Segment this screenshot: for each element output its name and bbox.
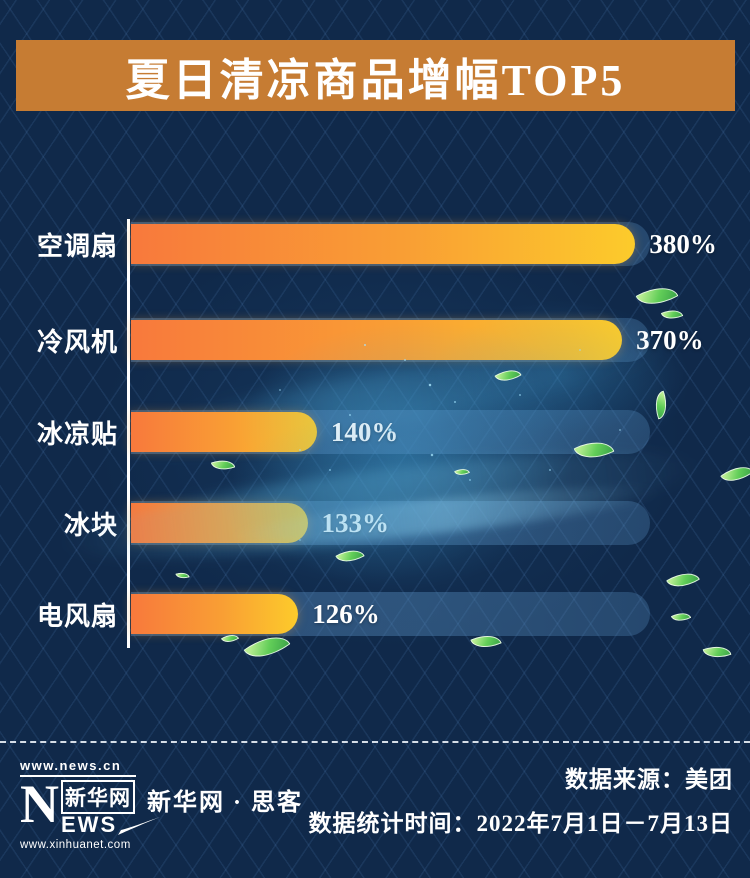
category-label: 电风扇 bbox=[36, 601, 118, 631]
value-label: 133% bbox=[321, 507, 390, 538]
bar-fill bbox=[131, 224, 636, 264]
bar-row: 冷风机 370% bbox=[0, 318, 750, 362]
value-label: 370% bbox=[636, 324, 704, 355]
value-label: 126% bbox=[312, 598, 380, 629]
title-banner: 夏日清凉商品增幅TOP5 bbox=[16, 40, 735, 111]
bar-fill bbox=[131, 503, 308, 543]
logo-cn-name: 新华网 bbox=[61, 780, 135, 814]
category-label: 空调扇 bbox=[36, 231, 118, 261]
bar-fill bbox=[131, 412, 317, 452]
xinhuanet-logo: www.news.cn N 新华网 EWS www.xinhuanet.com bbox=[20, 758, 161, 851]
logo-mark: N 新华网 EWS bbox=[20, 774, 161, 837]
value-label: 140% bbox=[330, 416, 399, 447]
bar-track: 133% bbox=[131, 501, 650, 545]
chart-title: 夏日清凉商品增幅TOP5 bbox=[125, 55, 626, 105]
bar-row: 冰凉贴 140% bbox=[0, 410, 750, 454]
logo-swoosh-icon bbox=[118, 817, 161, 835]
bar-fill bbox=[131, 594, 299, 634]
source-block: 数据来源：美团 数据统计时间：2022年7月1日－7月13日 bbox=[309, 760, 734, 838]
bar-row: 空调扇 380% bbox=[0, 222, 750, 266]
bar-track: 140% bbox=[131, 410, 650, 454]
bar-fill bbox=[131, 320, 623, 360]
logo-url-bottom: www.xinhuanet.com bbox=[20, 839, 131, 851]
value-label: 380% bbox=[649, 228, 717, 259]
bar-row: 电风扇 126% bbox=[0, 592, 750, 636]
logo-ews: EWS bbox=[61, 812, 118, 837]
brand-text: 新华网 · 思客 bbox=[147, 790, 304, 816]
bar-row: 冰块 133% bbox=[0, 501, 750, 545]
footer: www.news.cn N 新华网 EWS www.xinhuanet.com … bbox=[0, 752, 750, 862]
footer-divider bbox=[0, 741, 750, 743]
category-label: 冷风机 bbox=[36, 327, 118, 357]
bar-track: 126% bbox=[131, 592, 650, 636]
category-label: 冰块 bbox=[63, 510, 118, 540]
category-label: 冰凉贴 bbox=[36, 419, 118, 449]
bar-track: 380% bbox=[131, 222, 717, 266]
data-source: 数据来源：美团 bbox=[565, 767, 733, 792]
logo-n-letter: N bbox=[20, 774, 59, 834]
data-period: 数据统计时间：2022年7月1日－7月13日 bbox=[308, 811, 733, 836]
bar-track: 370% bbox=[131, 318, 704, 362]
